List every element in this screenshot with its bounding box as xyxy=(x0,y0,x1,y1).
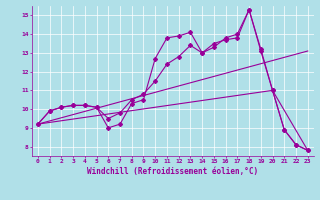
X-axis label: Windchill (Refroidissement éolien,°C): Windchill (Refroidissement éolien,°C) xyxy=(87,167,258,176)
